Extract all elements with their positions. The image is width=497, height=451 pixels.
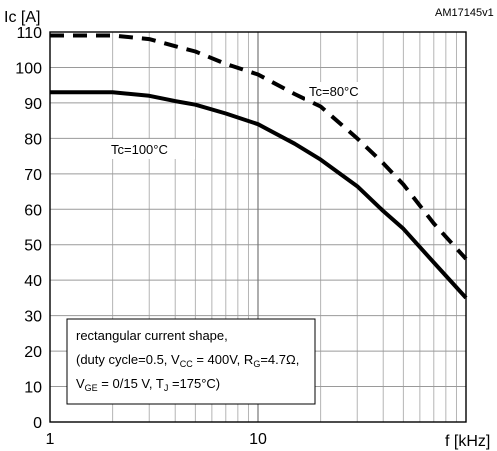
y-tick-label: 10: [24, 380, 42, 397]
y-tick-labels: 0 10 20 30 40 50 60 70 80 90 100 110: [15, 25, 42, 432]
x-tick-labels: 1 10: [46, 431, 267, 448]
x-axis-title: f [kHz]: [445, 433, 490, 450]
x-tick-label: 10: [249, 431, 267, 448]
annotation-line-1: rectangular current shape,: [76, 328, 228, 343]
y-tick-label: 60: [24, 202, 42, 219]
y-tick-label: 70: [24, 167, 42, 184]
label-bg-80: [305, 82, 369, 100]
y-tick-label: 80: [24, 131, 42, 148]
series-line-tc100: [50, 90, 468, 300]
y-tick-label: 50: [24, 238, 42, 255]
annotation-line-3: VGE = 0/15 V, TJ =175°C): [76, 376, 220, 393]
series-label-tc100: Tc=100°C: [111, 142, 168, 157]
y-tick-label: 30: [24, 309, 42, 326]
series-line-tc80: [50, 33, 468, 261]
y-tick-label: 0: [33, 415, 42, 432]
minor-grid: [112, 32, 457, 422]
y-axis-title: Ic [A]: [4, 9, 40, 26]
annotation-box: [66, 318, 316, 405]
series-group: [50, 33, 468, 300]
x-tick-label: 1: [46, 431, 55, 448]
y-tick-label: 90: [24, 96, 42, 113]
label-bg-100: [105, 139, 195, 159]
annotation-line-2: (duty cycle=0.5, VCC = 400V, RG=4.7Ω,: [76, 352, 299, 369]
series-label-tc80: Tc=80°C: [309, 84, 359, 99]
plot-frame: [49, 31, 467, 423]
reference-code: AM17145v1: [435, 7, 494, 19]
y-tick-label: 100: [15, 60, 42, 77]
y-tick-label: 40: [24, 273, 42, 290]
y-tick-label: 110: [16, 25, 42, 42]
y-tick-label: 20: [24, 344, 42, 361]
